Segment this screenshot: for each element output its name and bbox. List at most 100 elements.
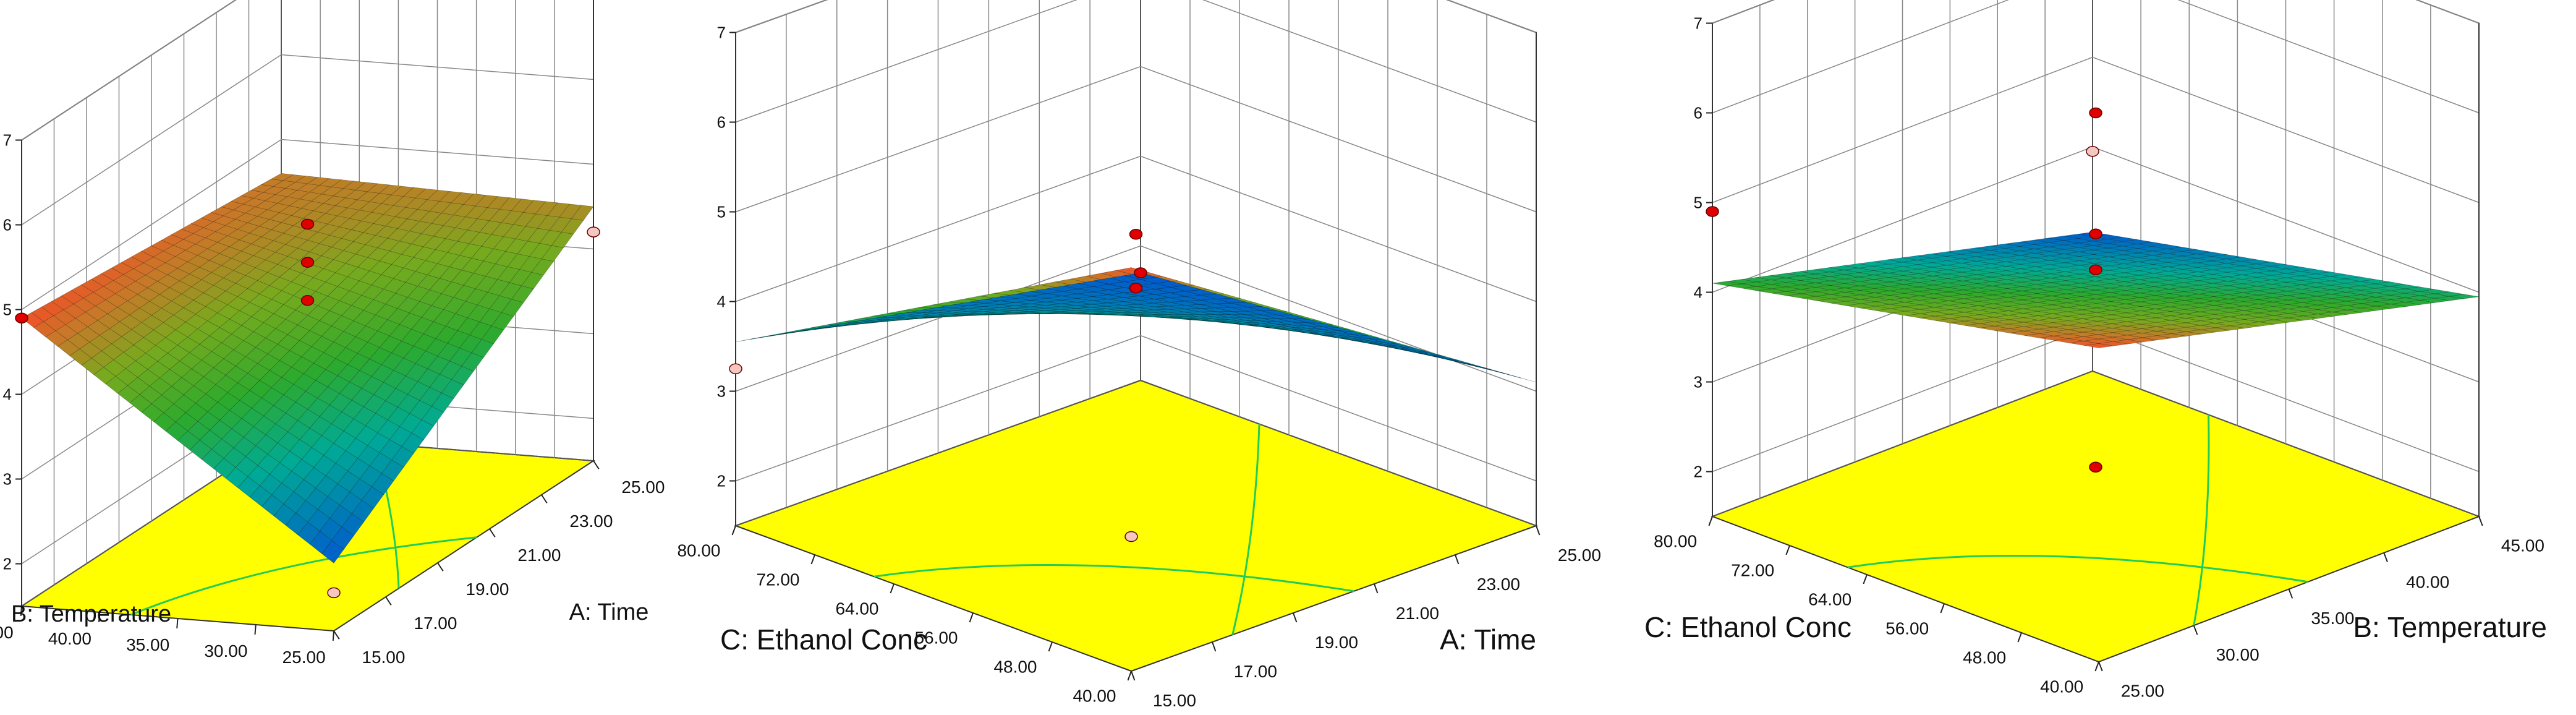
- y-tick: [1709, 516, 1712, 526]
- y-tick-label: 64.00: [1808, 589, 1851, 609]
- design-point: [302, 257, 314, 267]
- x-tick-label: 30.00: [2216, 645, 2259, 664]
- y-tick: [2018, 633, 2021, 642]
- z-gridline: [736, 246, 1536, 392]
- z-tick-label: 5: [3, 301, 12, 319]
- y-tick: [1863, 575, 1867, 584]
- y-tick: [2095, 662, 2099, 671]
- x-tick: [2289, 589, 2293, 599]
- z-gridline: [736, 67, 1536, 212]
- y-tick: [890, 584, 894, 593]
- x-tick-label: 25.00: [2121, 682, 2164, 701]
- x-tick-label: 35.00: [2311, 609, 2354, 628]
- x-tick: [490, 529, 495, 537]
- y-tick-label: 30.00: [204, 641, 247, 661]
- z-tick-label: 3: [717, 382, 726, 401]
- x-tick: [2194, 625, 2198, 635]
- design-point: [1706, 207, 1719, 216]
- design-point: [302, 296, 314, 306]
- z-gridline: [1712, 58, 2479, 203]
- z-tick-label: 7: [1694, 14, 1702, 33]
- z-tick-label: 7: [3, 131, 12, 150]
- design-point: [587, 227, 600, 237]
- x-axis-title: A: Time: [569, 599, 649, 625]
- design-point: [1125, 532, 1137, 542]
- design-point: [328, 588, 340, 597]
- design-point: [2089, 462, 2102, 472]
- x-tick: [334, 631, 339, 639]
- z-tick-label: 2: [1694, 463, 1702, 481]
- y-tick: [811, 555, 815, 564]
- design-point: [729, 364, 742, 374]
- z-tick-label: 6: [1694, 104, 1702, 122]
- z-gridline: [1712, 0, 2479, 113]
- x-tick: [1374, 584, 1377, 593]
- x-tick-label: 15.00: [362, 648, 405, 667]
- x-tick-label: 23.00: [1477, 575, 1520, 594]
- z-tick-label: 5: [1694, 194, 1702, 212]
- design-point: [2086, 147, 2099, 156]
- z-tick-label: 6: [717, 113, 726, 132]
- y-axis-title: B: Temperature: [11, 601, 171, 627]
- x-tick-label: 40.00: [2406, 572, 2449, 591]
- design-point: [2089, 229, 2102, 239]
- y-tick-label: 80.00: [1654, 531, 1697, 550]
- y-tick-label: 35.00: [126, 635, 169, 654]
- x-tick: [2479, 516, 2483, 526]
- design-point: [2089, 265, 2102, 275]
- chart-panel-1: 23456715.0017.0019.0021.0023.0025.0025.0…: [0, 0, 665, 667]
- y-tick: [969, 613, 973, 622]
- design-point: [15, 313, 28, 323]
- z-gridline: [736, 0, 1536, 33]
- surface-cell: [1414, 350, 1445, 357]
- y-tick: [1941, 604, 1944, 613]
- design-point: [1134, 268, 1147, 278]
- y-tick-label: 72.00: [756, 570, 799, 589]
- z-tick-label: 5: [717, 203, 726, 221]
- x-tick: [1293, 613, 1296, 622]
- x-tick: [1212, 642, 1215, 651]
- x-tick-label: 15.00: [1153, 691, 1196, 710]
- x-tick: [542, 495, 547, 503]
- y-tick-label: 64.00: [835, 599, 878, 618]
- y-tick-label: 48.00: [993, 657, 1037, 676]
- z-tick-label: 2: [717, 472, 726, 490]
- x-tick-label: 19.00: [1315, 633, 1358, 652]
- z-tick-label: 3: [3, 470, 12, 489]
- x-tick-label: 17.00: [414, 614, 457, 633]
- x-tick-label: 21.00: [517, 546, 561, 565]
- z-tick-label: 2: [3, 555, 12, 573]
- chart-panel-2: 23456715.0017.0019.0021.0023.0025.0040.0…: [677, 0, 1601, 710]
- x-tick: [1455, 555, 1458, 564]
- x-tick-label: 45.00: [2501, 536, 2544, 555]
- x-axis-title: B: Temperature: [2353, 611, 2547, 643]
- y-tick: [1048, 642, 1052, 651]
- design-point: [2089, 108, 2102, 118]
- x-tick: [386, 597, 391, 605]
- z-gridline: [736, 0, 1536, 122]
- x-tick: [2099, 662, 2102, 671]
- z-tick-label: 3: [1694, 373, 1702, 392]
- x-tick: [2384, 553, 2387, 562]
- y-tick-label: 25.00: [283, 648, 326, 667]
- y-tick-label: 72.00: [1731, 560, 1774, 580]
- x-axis-title: A: Time: [1440, 623, 1536, 656]
- z-tick-label: 4: [717, 293, 726, 311]
- y-tick-label: 40.00: [1073, 686, 1116, 705]
- x-tick: [1131, 671, 1134, 680]
- y-tick-label: 80.00: [677, 541, 720, 560]
- x-tick: [438, 563, 443, 571]
- y-tick: [1786, 546, 1790, 555]
- design-point: [1130, 229, 1142, 239]
- y-axis-title: C: Ethanol Conc: [1644, 611, 1851, 643]
- z-tick-label: 6: [3, 216, 12, 234]
- y-tick: [1128, 671, 1131, 680]
- y-tick-label: 40.00: [2040, 677, 2083, 696]
- x-tick-label: 21.00: [1396, 604, 1439, 623]
- surface-cell: [1429, 354, 1460, 361]
- y-tick-label: 40.00: [48, 629, 91, 648]
- z-tick-label: 7: [717, 24, 726, 42]
- design-point: [302, 219, 314, 229]
